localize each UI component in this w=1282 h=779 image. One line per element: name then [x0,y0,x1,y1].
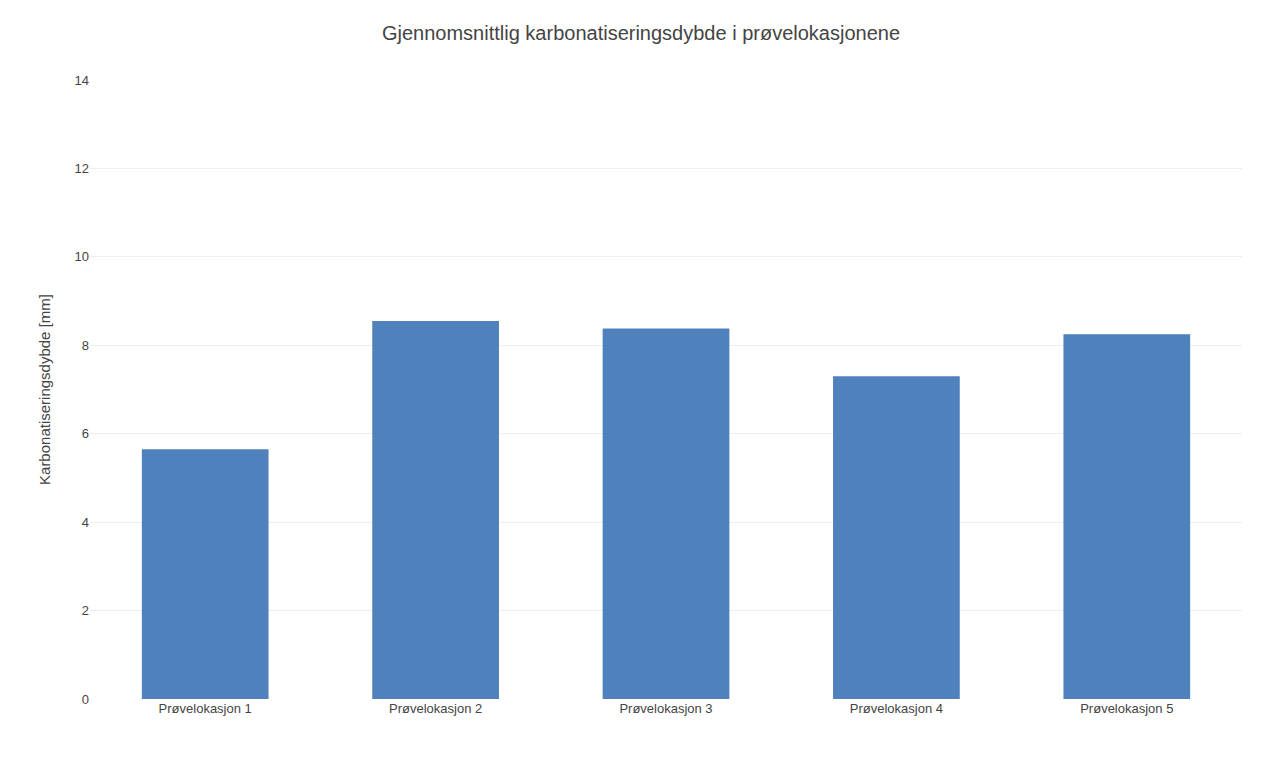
svg-text:12: 12 [75,161,89,176]
svg-text:Prøvelokasjon 1: Prøvelokasjon 1 [159,701,252,716]
svg-text:Prøvelokasjon 2: Prøvelokasjon 2 [389,701,482,716]
svg-text:4: 4 [82,515,89,530]
svg-text:0: 0 [82,692,89,707]
svg-text:14: 14 [75,73,89,88]
svg-text:Prøvelokasjon 5: Prøvelokasjon 5 [1080,701,1173,716]
svg-text:Gjennomsnittlig karbonatiserin: Gjennomsnittlig karbonatiseringsdybde i … [382,22,900,44]
svg-text:Prøvelokasjon 3: Prøvelokasjon 3 [619,701,712,716]
svg-text:6: 6 [82,426,89,441]
svg-text:Prøvelokasjon 4: Prøvelokasjon 4 [850,701,943,716]
svg-text:10: 10 [75,249,89,264]
svg-text:2: 2 [82,603,89,618]
svg-text:Karbonatiseringsdybde [mm]: Karbonatiseringsdybde [mm] [36,294,53,485]
svg-text:8: 8 [82,338,89,353]
